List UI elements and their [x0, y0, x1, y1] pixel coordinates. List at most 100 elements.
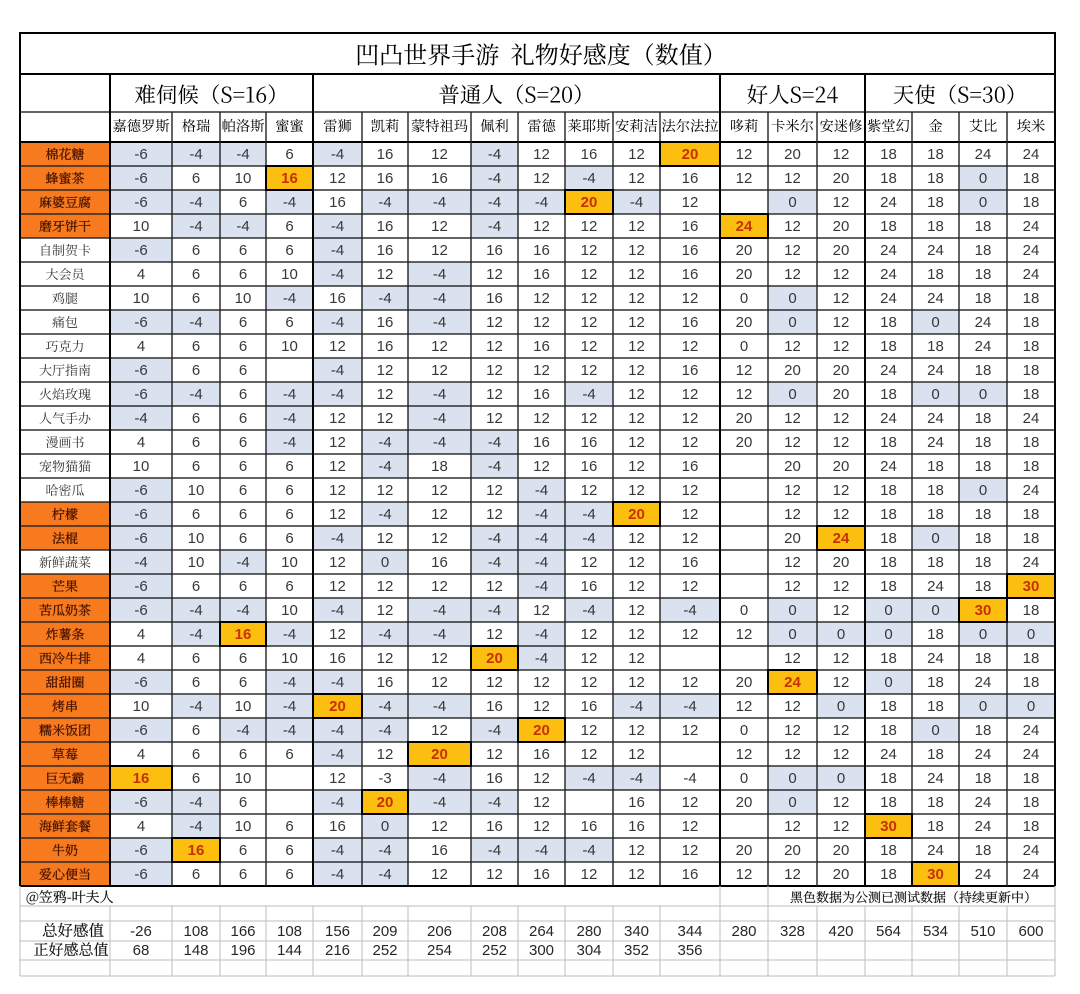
svg-text:12: 12	[784, 818, 801, 835]
svg-text:12: 12	[833, 434, 850, 451]
svg-text:-4: -4	[433, 194, 446, 211]
svg-text:18: 18	[1023, 794, 1040, 811]
svg-text:16: 16	[486, 290, 503, 307]
svg-text:-4: -4	[331, 386, 344, 403]
svg-text:-4: -4	[488, 842, 501, 859]
svg-text:16: 16	[682, 242, 699, 259]
svg-text:18: 18	[1023, 362, 1040, 379]
svg-text:24: 24	[927, 242, 944, 259]
svg-text:12: 12	[784, 482, 801, 499]
svg-text:-4: -4	[378, 698, 391, 715]
svg-text:30: 30	[927, 866, 944, 883]
svg-text:12: 12	[736, 866, 753, 883]
svg-text:-4: -4	[378, 506, 391, 523]
svg-text:6: 6	[285, 530, 293, 547]
svg-text:-4: -4	[134, 554, 147, 571]
svg-text:12: 12	[682, 386, 699, 403]
svg-text:12: 12	[581, 218, 598, 235]
svg-text:24: 24	[880, 410, 897, 427]
svg-text:16: 16	[329, 194, 346, 211]
svg-text:18: 18	[927, 338, 944, 355]
svg-text:12: 12	[833, 746, 850, 763]
svg-text:-4: -4	[433, 626, 446, 643]
svg-text:-4: -4	[236, 602, 249, 619]
svg-text:12: 12	[628, 410, 645, 427]
svg-text:12: 12	[784, 218, 801, 235]
svg-text:-4: -4	[582, 170, 595, 187]
svg-text:0: 0	[979, 698, 987, 715]
svg-text:12: 12	[628, 674, 645, 691]
svg-text:24: 24	[833, 530, 850, 547]
svg-text:-6: -6	[134, 794, 147, 811]
svg-text:12: 12	[431, 218, 448, 235]
svg-text:-4: -4	[488, 602, 501, 619]
svg-text:6: 6	[285, 458, 293, 475]
svg-text:6: 6	[285, 818, 293, 835]
svg-text:12: 12	[581, 362, 598, 379]
svg-text:-4: -4	[582, 386, 595, 403]
svg-text:108: 108	[277, 923, 302, 940]
svg-text:6: 6	[192, 578, 200, 595]
svg-text:24: 24	[927, 770, 944, 787]
svg-text:-4: -4	[134, 410, 147, 427]
svg-text:12: 12	[581, 866, 598, 883]
svg-text:16: 16	[431, 842, 448, 859]
svg-text:16: 16	[682, 266, 699, 283]
svg-text:18: 18	[880, 698, 897, 715]
svg-text:6: 6	[239, 650, 247, 667]
svg-text:12: 12	[682, 722, 699, 739]
svg-text:0: 0	[381, 818, 389, 835]
svg-text:148: 148	[183, 942, 208, 959]
svg-text:-4: -4	[331, 746, 344, 763]
svg-text:20: 20	[736, 434, 753, 451]
svg-text:12: 12	[533, 218, 550, 235]
svg-text:12: 12	[486, 506, 503, 523]
svg-text:24: 24	[1023, 410, 1040, 427]
svg-text:-4: -4	[189, 602, 202, 619]
svg-text:16: 16	[329, 818, 346, 835]
svg-text:12: 12	[329, 578, 346, 595]
svg-text:10: 10	[133, 218, 150, 235]
svg-text:16: 16	[628, 794, 645, 811]
svg-text:16: 16	[682, 458, 699, 475]
svg-text:12: 12	[377, 410, 394, 427]
svg-text:6: 6	[239, 434, 247, 451]
svg-text:16: 16	[533, 338, 550, 355]
svg-text:356: 356	[677, 942, 702, 959]
svg-text:564: 564	[876, 923, 901, 940]
svg-text:-4: -4	[488, 170, 501, 187]
svg-text:18: 18	[880, 530, 897, 547]
svg-text:24: 24	[927, 410, 944, 427]
svg-text:-4: -4	[236, 554, 249, 571]
svg-text:20: 20	[486, 650, 503, 667]
svg-text:-4: -4	[331, 674, 344, 691]
svg-text:16: 16	[377, 218, 394, 235]
svg-text:20: 20	[736, 266, 753, 283]
svg-text:-4: -4	[433, 386, 446, 403]
svg-text:166: 166	[230, 923, 255, 940]
svg-text:12: 12	[581, 554, 598, 571]
svg-text:12: 12	[628, 626, 645, 643]
svg-text:12: 12	[628, 338, 645, 355]
svg-text:0: 0	[788, 386, 796, 403]
svg-text:12: 12	[833, 506, 850, 523]
svg-text:-4: -4	[488, 554, 501, 571]
svg-text:12: 12	[628, 218, 645, 235]
svg-text:12: 12	[736, 170, 753, 187]
svg-text:-4: -4	[433, 410, 446, 427]
svg-text:-4: -4	[331, 146, 344, 163]
svg-text:-4: -4	[189, 218, 202, 235]
svg-text:6: 6	[239, 746, 247, 763]
svg-text:6: 6	[192, 770, 200, 787]
svg-text:10: 10	[281, 602, 298, 619]
svg-text:-4: -4	[630, 194, 643, 211]
svg-text:18: 18	[1023, 314, 1040, 331]
svg-text:18: 18	[880, 170, 897, 187]
svg-text:12: 12	[833, 146, 850, 163]
svg-text:18: 18	[927, 674, 944, 691]
svg-text:12: 12	[682, 506, 699, 523]
svg-text:-6: -6	[134, 866, 147, 883]
svg-text:344: 344	[677, 923, 702, 940]
svg-text:20: 20	[833, 866, 850, 883]
svg-text:6: 6	[239, 482, 247, 499]
